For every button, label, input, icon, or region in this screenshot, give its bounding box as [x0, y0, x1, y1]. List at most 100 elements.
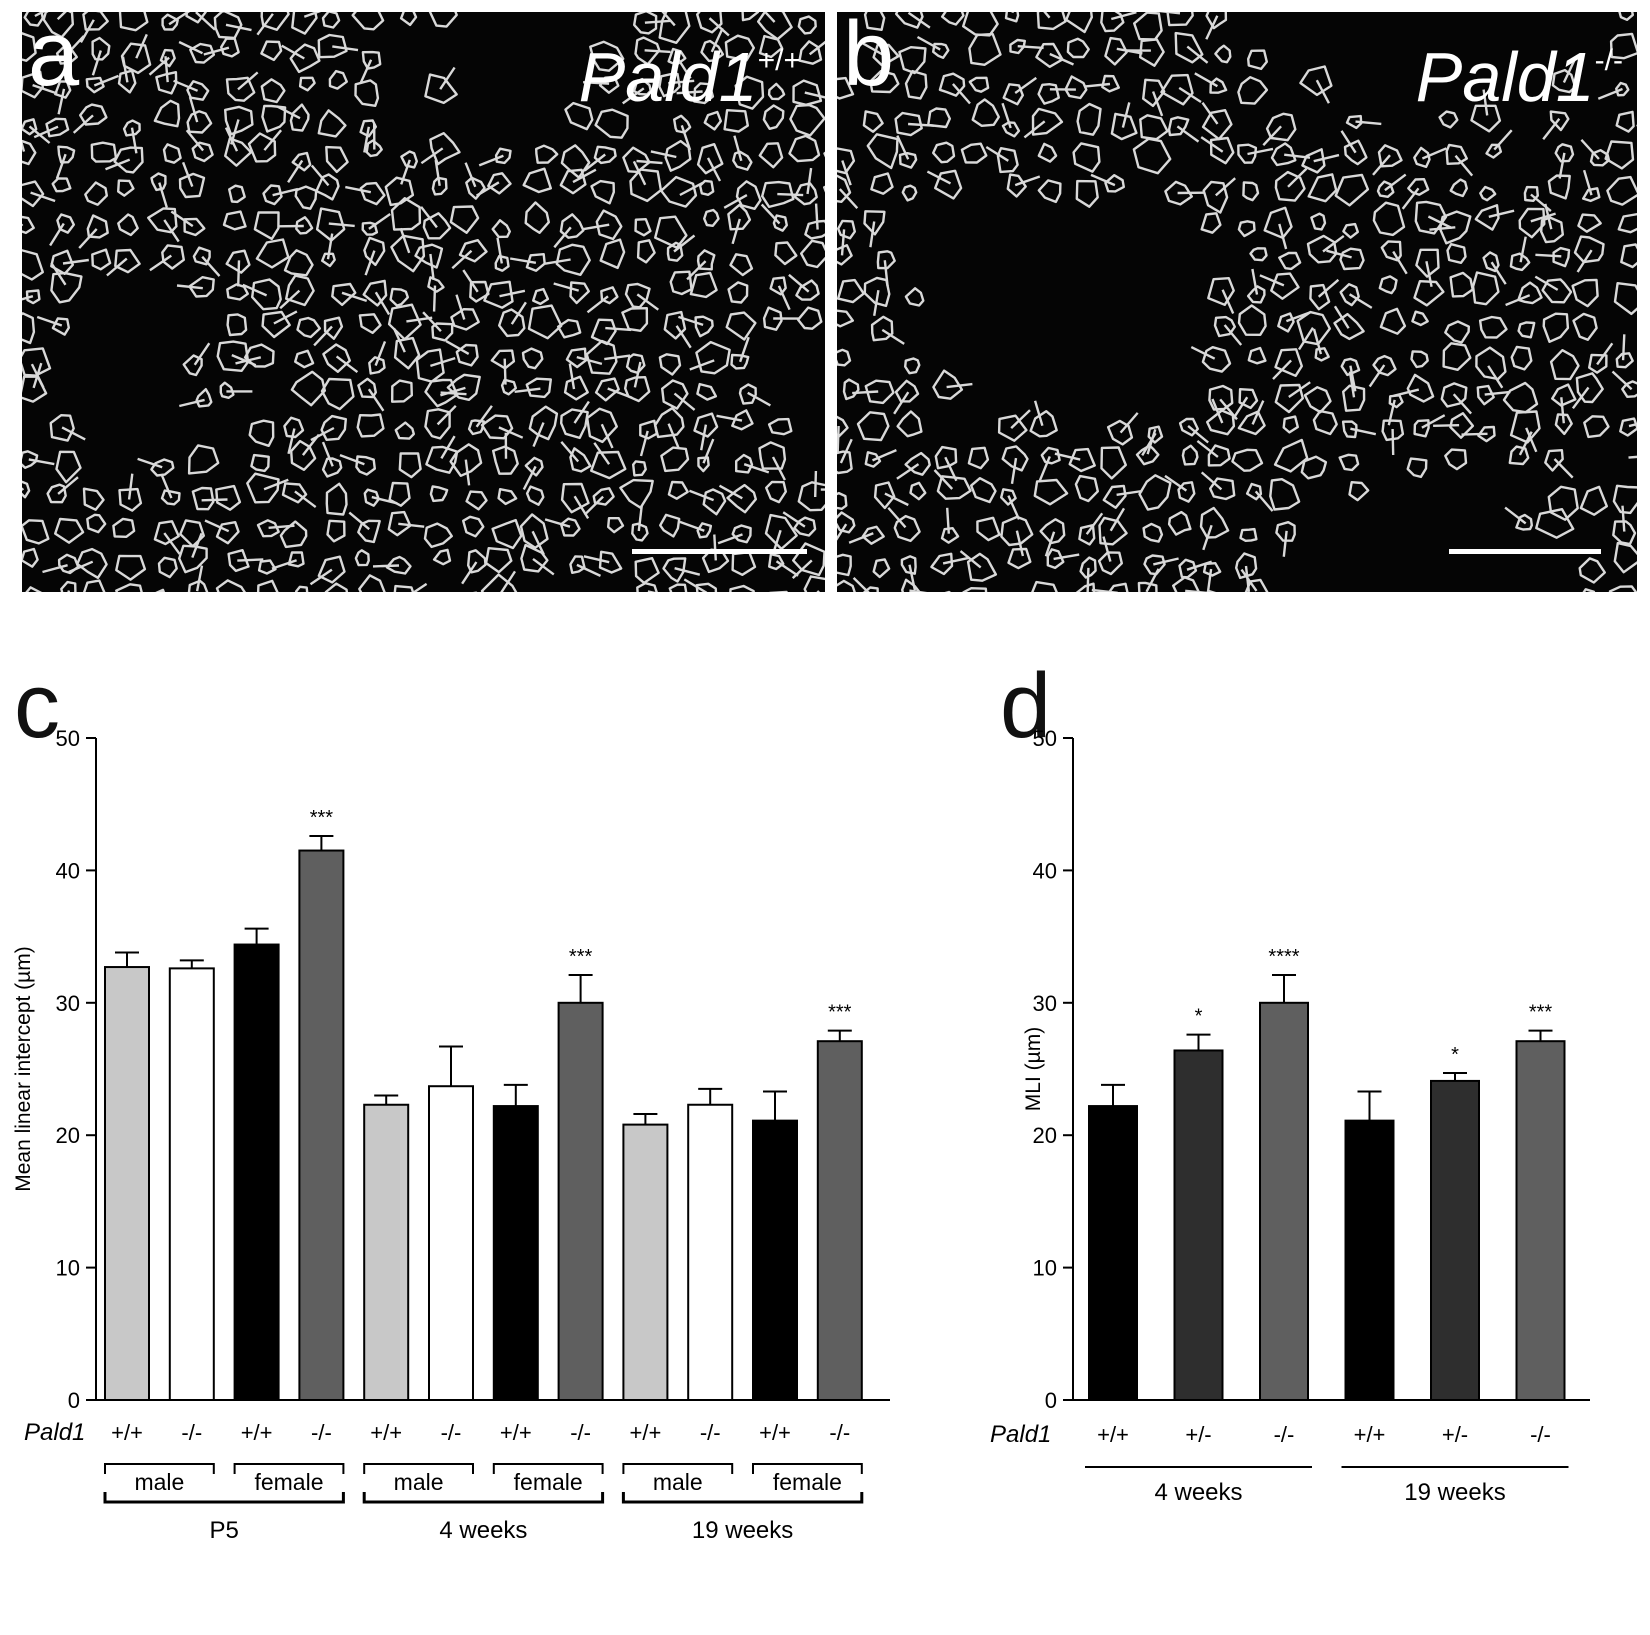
alveolus: [1303, 386, 1332, 414]
age-bracket: [103, 1492, 345, 1504]
septum: [1326, 249, 1352, 259]
alveolus: [358, 574, 386, 592]
alveolus: [863, 12, 886, 31]
alveolus: [700, 39, 725, 63]
septum: [56, 12, 67, 21]
alveolus: [1579, 485, 1608, 516]
alveolus: [427, 276, 445, 293]
alveolus: [767, 82, 786, 101]
alveolus: [22, 375, 48, 403]
alveolus: [1343, 139, 1368, 166]
alveolus: [1554, 143, 1575, 163]
alveolus: [1147, 425, 1164, 444]
septum: [279, 289, 301, 310]
alveolus: [1475, 346, 1507, 381]
alveolus: [1265, 112, 1297, 142]
bar-charts: 0 10 20 30 40 50 Mean linear intercept (µm) +/+…: [12, 726, 1590, 1544]
septum: [1558, 152, 1566, 179]
alveolus: [1101, 74, 1120, 93]
septum: [1322, 234, 1345, 253]
alveolus: [873, 481, 896, 510]
septum: [573, 400, 590, 424]
septum: [946, 382, 973, 389]
alveolus: [23, 12, 44, 27]
alveolus: [634, 557, 660, 585]
septum: [1221, 289, 1235, 314]
septum: [1017, 45, 1044, 50]
alveolus: [1208, 384, 1234, 411]
alveolus: [1309, 283, 1331, 311]
alveolus: [1202, 180, 1229, 214]
alveolus: [1307, 173, 1338, 203]
septum: [1487, 365, 1504, 389]
alveolus: [1577, 213, 1602, 233]
alveolus: [1104, 36, 1128, 66]
alveolus: [191, 141, 214, 163]
alveolus: [492, 445, 519, 475]
septum: [1247, 147, 1274, 156]
septum: [1433, 424, 1460, 427]
septum: [55, 153, 67, 180]
alveolus: [320, 414, 347, 441]
septum: [451, 249, 473, 270]
alveolus: [183, 217, 206, 237]
alveolus: [22, 70, 44, 99]
alveolus: [91, 248, 112, 271]
septum: [1350, 427, 1377, 436]
septum: [105, 158, 131, 171]
alveolus: [1239, 527, 1258, 542]
septum: [348, 511, 370, 531]
alveolus: [118, 12, 149, 32]
sex-bracket: [622, 1463, 734, 1474]
septum: [1452, 393, 1472, 415]
septum: [702, 438, 715, 464]
alveolus: [25, 289, 41, 305]
alveolus: [1554, 413, 1573, 436]
alveolus: [997, 414, 1028, 442]
septum: [1580, 138, 1600, 160]
alveolus: [1438, 210, 1472, 245]
alveolus: [901, 184, 918, 202]
alveolus: [1031, 580, 1058, 592]
septum: [532, 557, 555, 576]
alveolus: [82, 487, 105, 511]
alveolus: [595, 209, 623, 241]
alveolus: [1177, 481, 1196, 503]
alveolus: [941, 12, 965, 26]
alveolus: [525, 377, 552, 399]
septum: [399, 227, 411, 254]
alveolus: [564, 101, 594, 131]
bar: [1173, 1049, 1224, 1401]
septum: [106, 257, 128, 277]
group-brackets-c: male female male female male female P5 4 weeks 1…: [103, 1463, 864, 1544]
alveolus: [1621, 380, 1637, 398]
alveolus: [1235, 552, 1258, 580]
alveolus: [837, 76, 855, 100]
alveolus: [837, 309, 854, 328]
septum: [633, 361, 642, 388]
alveolus: [520, 543, 549, 573]
septum: [1116, 489, 1143, 496]
alveolus: [222, 210, 247, 231]
alveolus: [414, 243, 444, 269]
alveolus: [1181, 444, 1199, 466]
bar: [298, 849, 345, 1402]
alveolus: [117, 69, 137, 94]
septum: [1611, 370, 1633, 391]
alveolus: [115, 583, 143, 592]
septum: [1553, 458, 1574, 479]
septum: [622, 87, 645, 105]
significance-label: *: [1451, 1044, 1459, 1066]
alveolus: [326, 519, 346, 543]
alveolus: [1079, 556, 1097, 579]
alveolus: [667, 480, 689, 500]
alveolus: [800, 239, 825, 269]
genotype-tick-label: +/+: [1097, 1422, 1129, 1447]
alveolus: [837, 553, 852, 577]
alveolus: [703, 110, 722, 131]
alveolus: [585, 339, 618, 375]
alveolus: [1615, 110, 1635, 133]
septum: [1393, 388, 1420, 397]
septum: [777, 192, 804, 197]
alveolus: [1445, 143, 1468, 165]
